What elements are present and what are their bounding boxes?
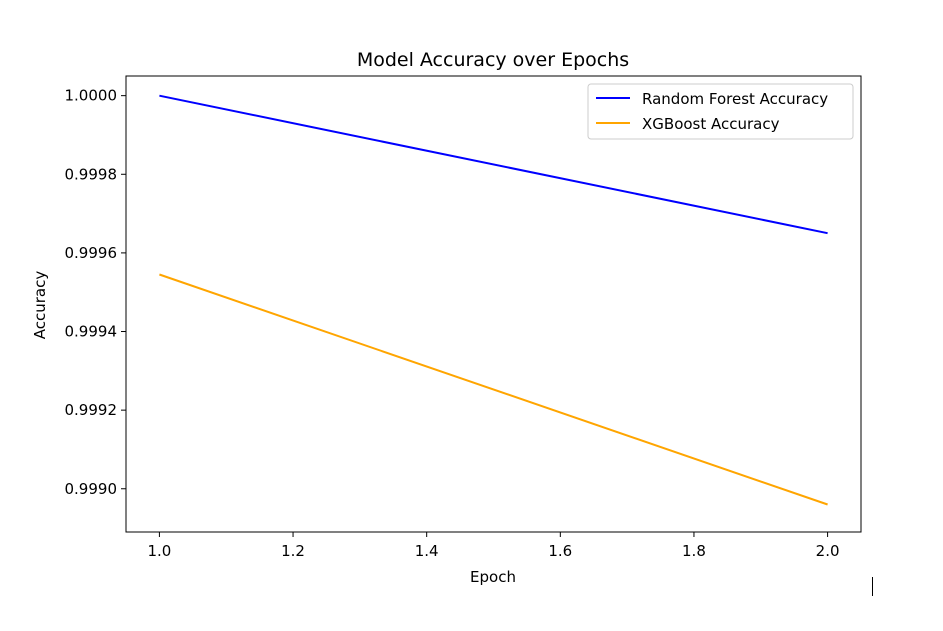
x-tick-label: 1.4	[415, 542, 439, 560]
series-line-random-forest	[159, 94, 828, 235]
y-axis: 0.9990 0.9992 0.9994 0.9996 0.9998 1.0000	[65, 87, 126, 498]
legend-label-random-forest: Random Forest Accuracy	[642, 90, 828, 108]
y-tick-label: 0.9994	[65, 323, 118, 341]
text-cursor	[872, 577, 873, 596]
x-tick-label: 1.2	[281, 542, 305, 560]
y-tick-label: 0.9998	[65, 165, 118, 183]
legend-label-xgboost: XGBoost Accuracy	[642, 115, 780, 133]
y-tick-label: 0.9990	[65, 480, 118, 498]
y-tick-label: 0.9992	[65, 401, 118, 419]
x-axis-label: Epoch	[470, 568, 516, 586]
y-tick-label: 0.9996	[65, 244, 118, 262]
x-tick-label: 1.6	[548, 542, 572, 560]
series-layer	[159, 94, 828, 506]
y-axis-label: Accuracy	[31, 271, 49, 340]
x-tick-label: 1.8	[682, 542, 706, 560]
plot-frame	[125, 75, 862, 533]
x-tick-label: 1.0	[147, 542, 171, 560]
series-line-xgboost	[159, 273, 828, 506]
x-tick-label: 2.0	[816, 542, 840, 560]
y-tick-label: 1.0000	[65, 87, 118, 105]
chart-title: Model Accuracy over Epochs	[357, 49, 629, 71]
x-axis: 1.0 1.2 1.4 1.6 1.8 2.0	[147, 532, 840, 560]
legend-box	[587, 83, 854, 140]
legend: Random Forest Accuracy XGBoost Accuracy	[587, 83, 854, 140]
